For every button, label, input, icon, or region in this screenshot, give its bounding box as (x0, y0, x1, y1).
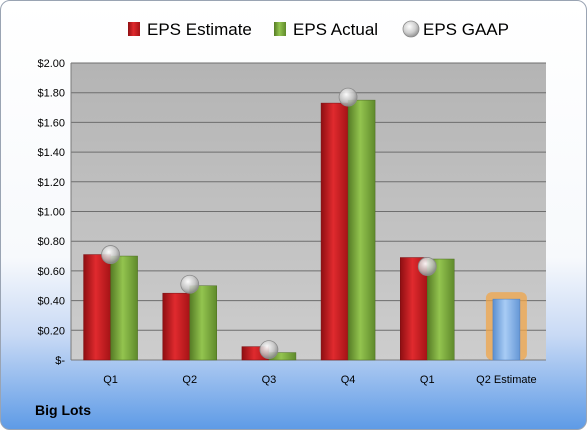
y-tick-label: $1.80 (37, 88, 65, 100)
legend: EPS Estimate EPS Actual EPS GAAP (128, 20, 509, 39)
point-eps-gaap (259, 340, 279, 360)
legend-label: EPS Estimate (147, 20, 252, 39)
legend-label: EPS Actual (293, 20, 378, 39)
y-tick-label: $1.20 (37, 177, 65, 189)
y-tick-label: $2.00 (37, 58, 65, 70)
legend-label: EPS GAAP (423, 20, 509, 39)
bar-eps-estimate (162, 292, 190, 361)
y-tick-label: $1.00 (37, 207, 65, 219)
legend-swatch (128, 22, 140, 36)
bar-eps-actual (347, 99, 376, 361)
bar-eps-actual (110, 255, 138, 361)
point-eps-gaap (101, 245, 120, 264)
company-name: Big Lots (35, 402, 91, 418)
point-eps-gaap (180, 274, 200, 294)
y-tick-label: $1.40 (37, 147, 65, 159)
y-tick-label: $- (55, 355, 65, 367)
x-tick-label: Q3 (262, 374, 277, 386)
y-tick-label: $1.60 (37, 117, 65, 129)
x-tick-label: Q1 (103, 374, 118, 386)
x-tick-label: Q1 (420, 374, 435, 386)
y-tick-label: $0.80 (37, 236, 65, 248)
plot-area: $- $0.20 $0.40 $0.60 $0.80 $1.00 $1.20 $1.40 $1.… (37, 58, 546, 386)
bar-eps-actual (427, 258, 455, 361)
y-tick-label: $0.20 (37, 325, 65, 337)
x-tick-label: Q4 (341, 374, 356, 386)
y-tick-label: $0.60 (37, 266, 65, 278)
bar-eps-estimate (320, 102, 349, 361)
x-tick-label: Q2 Estimate (476, 374, 537, 386)
point-eps-gaap (417, 257, 437, 276)
x-tick-label: Q2 (182, 374, 197, 386)
y-tick-label: $0.40 (37, 296, 65, 308)
bar-eps-estimate (83, 254, 111, 361)
legend-swatch (402, 20, 420, 38)
bar-eps-forecast (492, 298, 521, 361)
bar-eps-actual (189, 285, 217, 361)
legend-swatch (274, 22, 286, 36)
point-eps-gaap (338, 87, 358, 107)
